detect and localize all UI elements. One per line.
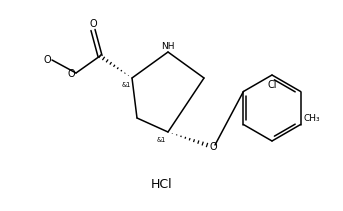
Text: &1: &1	[122, 82, 131, 88]
Text: O: O	[43, 55, 51, 65]
Text: O: O	[89, 19, 97, 29]
Text: NH: NH	[161, 42, 175, 51]
Text: O: O	[210, 142, 217, 152]
Text: HCl: HCl	[151, 179, 173, 192]
Text: CH₃: CH₃	[304, 114, 320, 123]
Text: O: O	[67, 69, 75, 79]
Text: &1: &1	[157, 137, 166, 143]
Text: Cl: Cl	[267, 80, 277, 90]
